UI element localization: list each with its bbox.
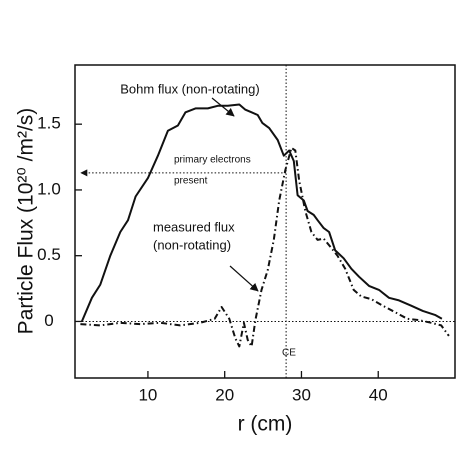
annotation: primary electrons — [174, 155, 251, 166]
annotation: (non-rotating) — [153, 237, 231, 252]
x-tick-label: 10 — [138, 385, 157, 404]
series-line — [80, 146, 450, 348]
annotation: Bohm flux (non-rotating) — [120, 81, 259, 96]
annotation: measured flux — [153, 219, 235, 234]
x-tick-label: 30 — [292, 385, 311, 404]
y-tick-label: 0.5 — [37, 245, 61, 264]
y-tick-label: 1.5 — [37, 114, 61, 133]
series-line — [80, 103, 443, 322]
x-axis-label: r (cm) — [238, 413, 293, 436]
plot-frame — [74, 64, 456, 379]
y-tick-label: 1.0 — [37, 179, 61, 198]
annotation-arrow — [211, 97, 235, 117]
x-tick-label: 40 — [369, 385, 388, 404]
annotation: CE — [282, 348, 296, 359]
annotation-arrow — [229, 265, 259, 292]
x-tick-label: 20 — [215, 385, 234, 404]
y-tick-label: 0 — [44, 311, 53, 330]
annotation: present — [174, 176, 208, 187]
y-axis-label: Particle Flux (10²⁰ /m²/s) — [15, 108, 38, 335]
